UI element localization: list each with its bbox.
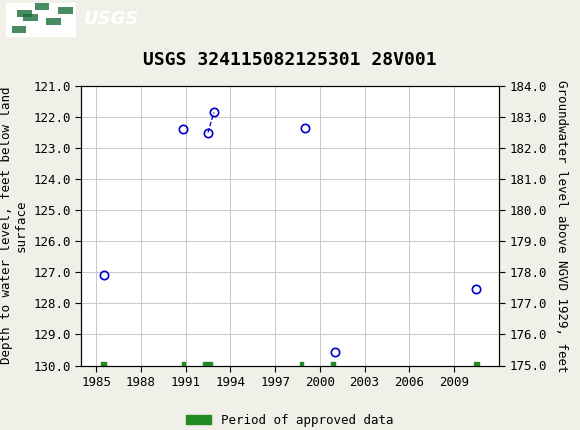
- Bar: [17, 10, 32, 17]
- FancyBboxPatch shape: [6, 3, 75, 36]
- Legend: Period of approved data: Period of approved data: [182, 409, 399, 430]
- Text: USGS: USGS: [84, 10, 139, 28]
- Text: USGS 324115082125301 28V001: USGS 324115082125301 28V001: [143, 51, 437, 69]
- Bar: [12, 26, 26, 33]
- Y-axis label: Depth to water level, feet below land
surface: Depth to water level, feet below land su…: [0, 87, 28, 365]
- Bar: [35, 3, 49, 10]
- Bar: [58, 6, 72, 14]
- Bar: [46, 18, 61, 25]
- Y-axis label: Groundwater level above NGVD 1929, feet: Groundwater level above NGVD 1929, feet: [555, 80, 568, 372]
- Bar: [23, 14, 38, 21]
